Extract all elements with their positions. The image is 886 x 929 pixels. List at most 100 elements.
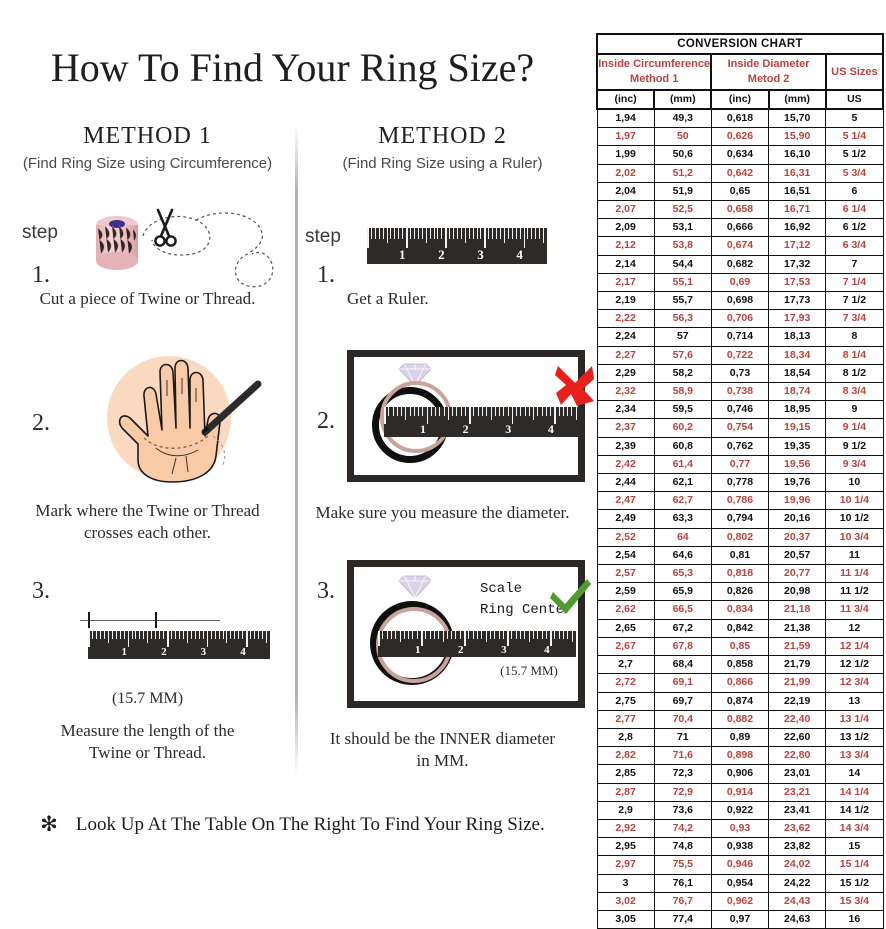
ruler-tick	[460, 228, 462, 239]
ruler-tick	[468, 631, 470, 639]
table-row: 2,72 69,1 0,866 21,99 12 3/4	[596, 673, 884, 693]
ruler-tick	[413, 407, 415, 416]
table-row: 2,9 73,6 0,922 23,41 14 1/2	[596, 800, 884, 820]
table-cell: 71	[653, 727, 712, 748]
ruler-tick	[528, 631, 530, 642]
table-cell: 5 3/4	[825, 163, 884, 183]
method-1-step-3-caption: Measure the length of the Twine or Thread…	[60, 721, 235, 763]
ruler-tick	[433, 228, 435, 239]
method-2-step-3-caption: It should be the INNER diameter in MM.	[329, 729, 556, 771]
table-cell: 2,34	[596, 400, 655, 420]
method-2-step-1-number: 1.	[317, 262, 335, 288]
ruler-tick	[541, 407, 543, 416]
table-cell: 2,07	[596, 200, 655, 220]
ruler-tick	[477, 631, 478, 639]
table-cell: 1,97	[596, 127, 655, 147]
ruler-tick	[426, 407, 429, 424]
ruler-label: 1	[398, 247, 406, 262]
table-cell: 2,54	[596, 545, 655, 566]
table-cell: 20,57	[768, 545, 827, 566]
table-cell: 10 1/4	[825, 491, 884, 511]
ruler-tick	[541, 631, 543, 639]
ruler-tick	[477, 407, 479, 416]
table-cell: 0,754	[710, 418, 770, 438]
table-cell: 0,842	[710, 618, 770, 638]
ruler-tick	[175, 631, 177, 640]
ruler-tick	[494, 631, 496, 639]
table-cell: 0,666	[710, 218, 770, 238]
table-cell: 22,19	[768, 691, 827, 711]
table-cell: 23,21	[768, 782, 827, 802]
ruler-tick	[511, 407, 514, 424]
ruler-tick	[543, 228, 545, 244]
ruler-tick	[482, 407, 483, 416]
table-cell: 21,38	[768, 618, 827, 638]
thread-path-graphic	[140, 206, 290, 299]
method-1-title: METHOD 1	[83, 123, 212, 149]
ruler-tick	[103, 631, 105, 640]
ruler-tick	[492, 228, 494, 239]
column-header: (mm)	[653, 89, 713, 110]
ruler-tick	[554, 407, 557, 424]
table-cell: 49,3	[653, 108, 712, 129]
table-cell: 3,05	[596, 909, 655, 929]
table-cell: 2,04	[596, 181, 655, 202]
table-cell: 2,87	[596, 782, 655, 802]
ruler-label: 4	[547, 422, 554, 436]
table-cell: 57	[653, 327, 712, 347]
table-row: 2,92 74,2 0,93 23,62 14 3/4	[596, 818, 884, 839]
ruler-tick	[533, 407, 535, 420]
ruler-tick	[520, 631, 522, 639]
ruler-tick	[367, 228, 369, 249]
ruler-tick	[95, 631, 97, 640]
table-cell: 2,32	[596, 382, 655, 402]
table-cell: 72,3	[653, 764, 712, 784]
table-cell: 0,738	[710, 382, 770, 402]
table-cell: 2,17	[596, 272, 655, 293]
column-header: (mm)	[767, 89, 827, 110]
table-cell: 0,818	[710, 564, 770, 584]
method-1-subtitle: (Find Ring Size using Circumference)	[22, 155, 273, 172]
table-cell: 17,93	[768, 309, 827, 329]
ruler-label: 4	[516, 247, 523, 262]
ruler-tick	[545, 407, 547, 416]
table-cell: 7 3/4	[825, 309, 884, 329]
ruler-tick	[198, 631, 200, 640]
table-cell: 22,60	[768, 727, 827, 748]
table-cell: 0,874	[710, 691, 770, 711]
table-cell: 0,794	[710, 509, 770, 529]
table-group-header-row: Inside Circumference Method 1 Inside Diame…	[595, 53, 885, 91]
ruler-tick	[441, 228, 443, 239]
ruler-tick	[472, 228, 474, 239]
ruler-tick	[486, 407, 488, 416]
table-cell: 21,99	[768, 673, 827, 693]
ruler-tick	[494, 407, 496, 416]
ruler-tick	[453, 228, 455, 239]
table-cell: 0,81	[710, 545, 770, 566]
table-cell: 50,6	[653, 145, 712, 165]
table-cell: 76,1	[653, 873, 712, 893]
ruler-tick	[464, 228, 466, 244]
ruler-tick	[456, 407, 458, 416]
table-cell: 74,2	[653, 818, 712, 839]
table-row: 2,17 55,1 0,69 17,53 7 1/4	[596, 272, 884, 293]
table-cell: 0,658	[710, 200, 770, 220]
table-cell: 55,1	[653, 272, 712, 293]
table-cell: 2,39	[596, 436, 655, 456]
ruler-tick	[447, 407, 449, 420]
table-cell: 67,8	[653, 636, 712, 657]
ruler-tick	[386, 631, 388, 639]
table-cell: 18,13	[768, 327, 827, 347]
table-cell: 2,57	[596, 564, 655, 584]
ruler-tick	[445, 228, 447, 249]
ruler-method-1-step-3: 1 2 3 4	[88, 631, 270, 659]
ruler-tick	[186, 631, 188, 643]
ruler-tick	[460, 407, 462, 416]
ruler-label: 4	[544, 644, 550, 656]
table-cell: 18,34	[768, 345, 827, 365]
ruler-method-2-step-3: 1 2 3 4	[378, 631, 576, 657]
ruler-tick	[446, 631, 448, 639]
method-1-step-word: step	[22, 222, 58, 243]
ruler-tick	[464, 631, 466, 646]
ruler-tick	[242, 631, 244, 640]
